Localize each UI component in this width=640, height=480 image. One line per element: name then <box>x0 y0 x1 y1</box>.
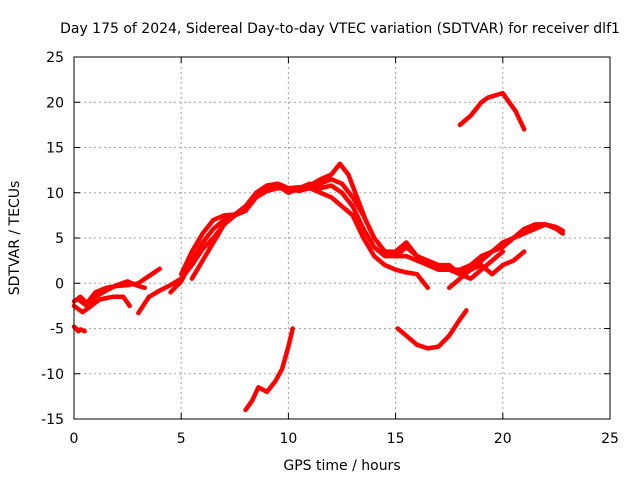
x-tick-label: 15 <box>387 431 405 447</box>
y-tick-label: 5 <box>55 231 64 247</box>
series-arc-l <box>457 90 527 132</box>
y-tick-label: -10 <box>41 367 64 383</box>
y-tick-label: 15 <box>46 141 64 157</box>
y-tick-label: 10 <box>46 186 64 202</box>
y-tick-label: 20 <box>46 95 64 111</box>
x-tick-label: 0 <box>70 431 79 447</box>
x-axis-label: GPS time / hours <box>283 458 400 474</box>
series-group <box>71 90 566 413</box>
y-tick-label: -15 <box>41 412 64 428</box>
series-arc-k <box>446 249 527 291</box>
x-tick-label: 20 <box>494 431 512 447</box>
y-tick-label: 25 <box>46 50 64 66</box>
y-tick-label: -5 <box>50 322 64 338</box>
series-arc-h <box>189 181 566 281</box>
series-arc-j <box>395 308 469 351</box>
x-tick-label: 25 <box>601 431 619 447</box>
series-arc-i <box>243 326 295 413</box>
y-tick-label: 0 <box>55 276 64 292</box>
grid-lines <box>74 57 610 419</box>
y-axis-label: SDTVAR / TECUs <box>7 181 23 296</box>
x-tick-label: 10 <box>279 431 297 447</box>
x-tick-label: 5 <box>177 431 186 447</box>
chart-title: Day 175 of 2024, Sidereal Day-to-day VTE… <box>60 21 620 37</box>
series-arc-f <box>168 176 506 295</box>
series-arc-c <box>71 294 132 315</box>
plot-frame <box>73 56 611 420</box>
series-arc-a <box>71 324 87 334</box>
series-arc-d <box>76 279 148 309</box>
